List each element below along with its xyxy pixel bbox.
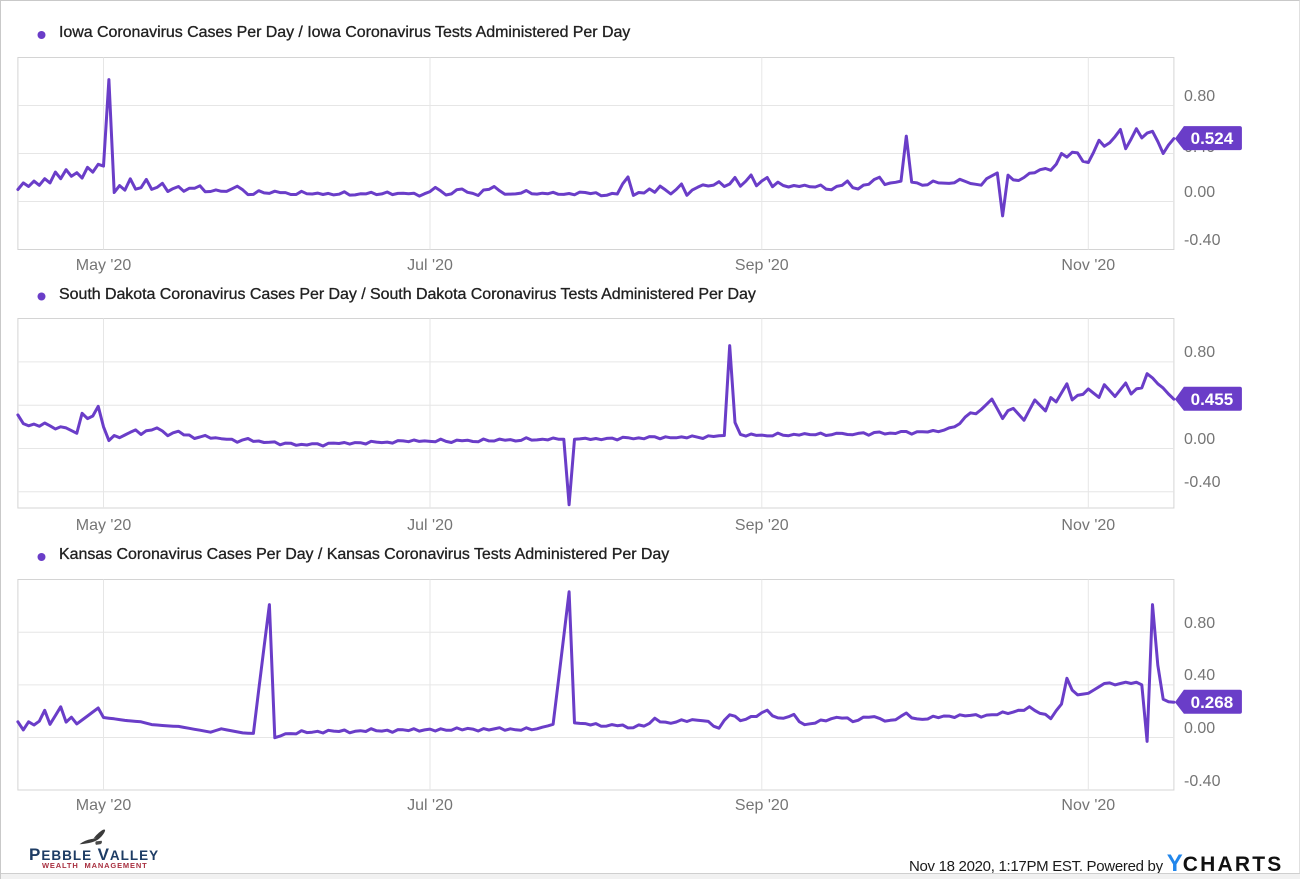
svg-text:0.268: 0.268 bbox=[1191, 693, 1234, 712]
svg-text:0.455: 0.455 bbox=[1191, 390, 1234, 409]
svg-text:0.524: 0.524 bbox=[1191, 129, 1234, 148]
